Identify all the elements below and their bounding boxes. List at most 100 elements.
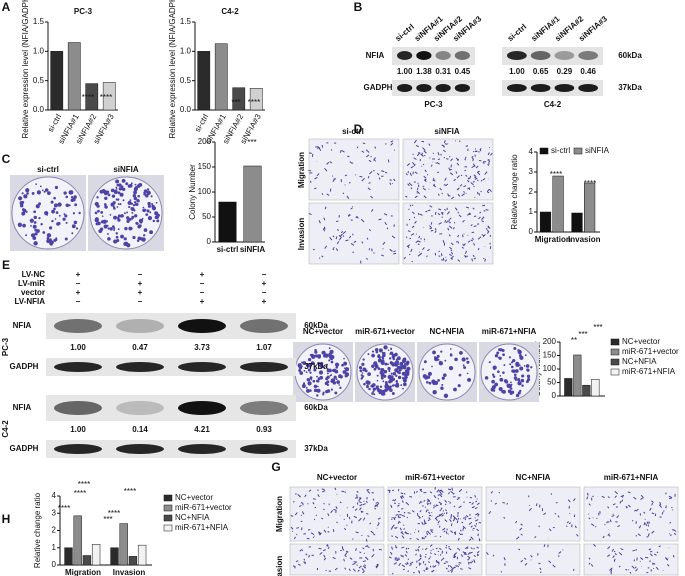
cell xyxy=(355,531,359,534)
blot-band xyxy=(397,51,413,60)
cell xyxy=(444,177,447,181)
cell xyxy=(365,149,370,153)
colony xyxy=(390,372,393,375)
y-tick-label: 0 xyxy=(207,237,212,246)
cell xyxy=(460,554,464,558)
cell xyxy=(427,498,431,502)
colony xyxy=(34,228,38,232)
colony xyxy=(465,357,469,360)
cell xyxy=(640,557,644,561)
colony xyxy=(302,382,306,385)
cell xyxy=(444,219,447,223)
colony xyxy=(336,380,341,384)
cell xyxy=(433,506,435,509)
colony xyxy=(147,216,153,221)
condition-sign: − xyxy=(262,288,267,297)
cell xyxy=(427,249,430,252)
colony xyxy=(497,356,500,359)
cell xyxy=(478,216,481,220)
legend-swatch xyxy=(610,358,620,366)
colony xyxy=(73,220,78,225)
cell xyxy=(535,503,538,507)
colony xyxy=(71,197,76,202)
cell xyxy=(432,152,435,155)
cell xyxy=(359,551,362,554)
row-label: Invasion xyxy=(297,218,306,251)
cell xyxy=(465,174,468,177)
colony xyxy=(64,237,68,241)
cell xyxy=(394,536,399,539)
colony xyxy=(405,362,409,366)
colony xyxy=(57,221,61,226)
colony xyxy=(444,359,447,362)
cell xyxy=(407,245,410,249)
cell xyxy=(440,507,443,510)
cell xyxy=(487,226,490,229)
colony xyxy=(443,373,447,377)
colony xyxy=(512,358,516,363)
cell xyxy=(457,234,460,238)
cell xyxy=(543,544,546,548)
cell xyxy=(418,563,422,566)
column-label: si-ctrl xyxy=(37,165,59,174)
blot xyxy=(392,80,475,96)
column-label: NC+vector xyxy=(317,473,357,482)
colony xyxy=(317,356,320,359)
colony xyxy=(499,377,504,382)
cell xyxy=(362,142,366,145)
colony xyxy=(401,358,407,364)
cell xyxy=(336,241,340,245)
cell xyxy=(654,553,657,556)
colony xyxy=(313,368,317,372)
cell xyxy=(348,568,351,572)
cell xyxy=(344,567,347,570)
legend-swatch xyxy=(573,147,583,155)
cell xyxy=(467,240,471,243)
y-tick-label: 3 xyxy=(529,167,534,176)
cell xyxy=(443,140,446,144)
cell xyxy=(341,150,345,153)
colony xyxy=(387,363,389,366)
size-label: 37kDa xyxy=(618,83,642,92)
cell xyxy=(375,564,379,568)
colony xyxy=(515,362,520,367)
cell xyxy=(438,222,442,225)
cell xyxy=(417,515,421,519)
cell xyxy=(401,514,406,517)
colony xyxy=(461,357,466,362)
cell xyxy=(332,248,335,251)
cell xyxy=(450,255,454,260)
colony xyxy=(379,371,383,375)
cell xyxy=(487,163,489,166)
cell xyxy=(475,523,478,525)
cell xyxy=(418,562,421,565)
colony xyxy=(109,227,113,231)
cell xyxy=(391,535,394,537)
colony xyxy=(393,384,395,387)
colony xyxy=(330,360,334,364)
cell xyxy=(613,558,616,562)
cell xyxy=(296,527,300,529)
cell xyxy=(473,257,477,260)
condition-sign: − xyxy=(200,288,205,297)
colony xyxy=(361,372,364,374)
colony xyxy=(138,224,142,228)
colony xyxy=(116,206,119,208)
cell xyxy=(405,501,410,506)
cell xyxy=(415,491,418,493)
colony xyxy=(518,354,522,357)
cell xyxy=(449,501,451,504)
cell xyxy=(616,515,620,519)
cell xyxy=(607,546,611,550)
cell xyxy=(407,171,410,174)
cell xyxy=(471,156,474,160)
cell xyxy=(484,258,486,262)
cell xyxy=(323,508,325,511)
protein-label: NFIA xyxy=(366,51,385,60)
colony xyxy=(339,386,342,390)
significance: **** xyxy=(74,489,86,498)
cell xyxy=(435,535,437,537)
colony xyxy=(70,196,74,199)
cell xyxy=(450,530,454,534)
cell xyxy=(620,495,624,498)
